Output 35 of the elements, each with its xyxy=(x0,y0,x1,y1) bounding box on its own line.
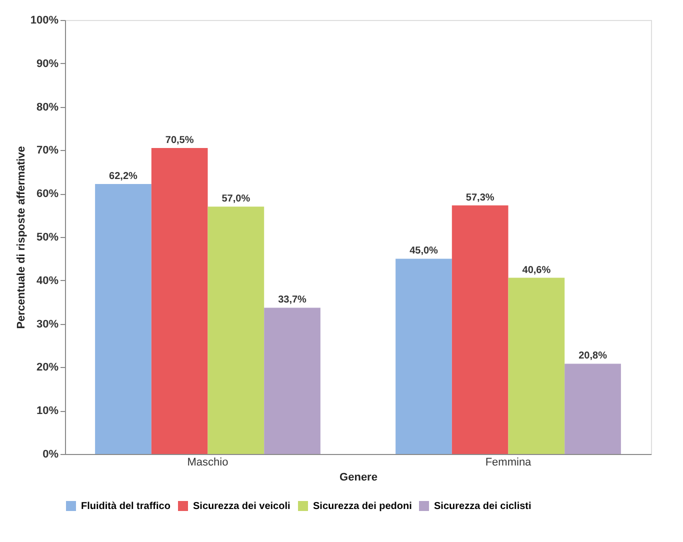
y-tick-label: 30% xyxy=(36,318,59,330)
x-tick-label: Femmina xyxy=(485,456,532,468)
bar xyxy=(452,205,508,454)
y-tick-label: 20% xyxy=(36,362,59,374)
legend-label: Sicurezza dei pedoni xyxy=(313,501,412,512)
data-label: 33,7% xyxy=(278,294,307,306)
y-tick-label: 60% xyxy=(36,188,59,200)
y-tick-label: 40% xyxy=(36,274,59,287)
y-tick-label: 90% xyxy=(36,58,59,70)
data-label: 70,5% xyxy=(165,135,194,146)
y-tick-label: 70% xyxy=(36,144,59,157)
x-tick-label: Maschio xyxy=(187,456,228,468)
bar xyxy=(508,278,565,454)
y-tick-label: 80% xyxy=(36,101,59,114)
bar xyxy=(396,258,452,454)
data-label: 57,0% xyxy=(222,194,250,205)
legend-label: Fluidità del traffico xyxy=(81,501,170,512)
bar xyxy=(564,364,621,454)
data-label: 57,3% xyxy=(466,192,494,204)
y-tick-label: 100% xyxy=(30,14,59,26)
legend-label: Sicurezza dei ciclisti xyxy=(434,501,532,512)
bar xyxy=(264,308,320,454)
bar xyxy=(151,148,208,454)
y-tick-label: 10% xyxy=(36,405,59,418)
y-tick-label: 50% xyxy=(36,232,59,244)
y-tick-label: 0% xyxy=(42,448,59,460)
data-label: 20,8% xyxy=(578,350,608,362)
legend-label: Sicurezza dei veicoli xyxy=(193,501,290,512)
bar xyxy=(95,184,152,454)
data-label: 45,0% xyxy=(410,246,438,257)
data-label: 62,2% xyxy=(109,171,138,182)
x-axis-title: Genere xyxy=(340,472,378,484)
data-label: 40,6% xyxy=(522,264,551,276)
bar xyxy=(208,206,264,454)
y-axis-title: Percentuale di risposte affermative xyxy=(15,146,28,329)
